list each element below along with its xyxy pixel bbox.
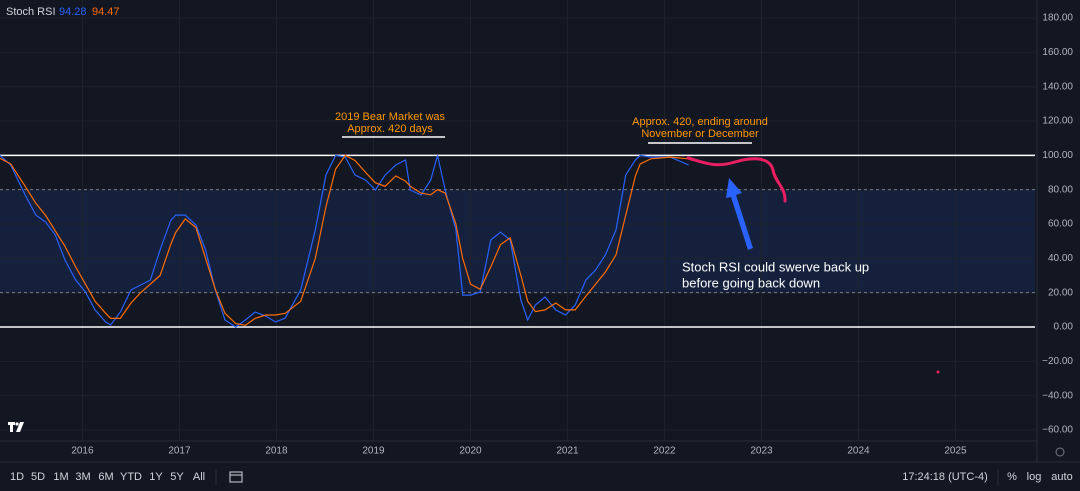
- option-button[interactable]: log: [1027, 471, 1042, 483]
- y-tick-label: 140.00: [1042, 81, 1073, 92]
- settings-icon[interactable]: [1055, 447, 1065, 457]
- range-button[interactable]: 5D: [31, 471, 45, 483]
- x-tick-label: 2021: [556, 446, 579, 457]
- y-tick-label: 20.00: [1048, 287, 1073, 298]
- range-button[interactable]: 6M: [98, 471, 113, 483]
- annotation: Stoch RSI could swerve back up: [682, 259, 869, 274]
- annotation: before going back down: [682, 275, 820, 290]
- option-button[interactable]: %: [1007, 471, 1017, 483]
- range-button[interactable]: All: [193, 471, 205, 483]
- legend-value: 94.28: [59, 6, 87, 18]
- range-button[interactable]: YTD: [120, 471, 142, 483]
- range-button[interactable]: 1Y: [149, 471, 163, 483]
- series-line: [0, 154, 689, 326]
- y-tick-label: 0.00: [1054, 322, 1074, 333]
- y-tick-label: −40.00: [1042, 390, 1073, 401]
- band-fill: [0, 189, 1035, 293]
- x-tick-label: 2018: [265, 446, 288, 457]
- y-tick-label: 100.00: [1042, 150, 1073, 161]
- annotation: Approx. 420 days: [347, 123, 433, 135]
- y-tick-label: −20.00: [1042, 356, 1073, 367]
- y-tick-label: 60.00: [1048, 219, 1073, 230]
- drawing-curve: [686, 156, 787, 203]
- y-tick-label: 40.00: [1048, 253, 1073, 264]
- legend-value: 94.47: [92, 6, 120, 18]
- x-tick-label: 2023: [750, 446, 773, 457]
- legend-title: Stoch RSI: [6, 6, 56, 18]
- x-tick-label: 2022: [653, 446, 676, 457]
- option-button[interactable]: auto: [1051, 471, 1072, 483]
- y-tick-label: 180.00: [1042, 13, 1073, 24]
- range-button[interactable]: 1M: [53, 471, 68, 483]
- range-button[interactable]: 1D: [10, 471, 24, 483]
- range-button[interactable]: 5Y: [170, 471, 184, 483]
- calendar-icon[interactable]: [229, 471, 243, 483]
- grid: [0, 0, 1035, 441]
- x-tick-label: 2025: [944, 446, 967, 457]
- x-tick-label: 2024: [847, 446, 870, 457]
- x-tick-label: 2016: [71, 446, 94, 457]
- clock: 17:24:18 (UTC-4): [902, 471, 988, 483]
- plot: [0, 154, 689, 328]
- x-tick-label: 2019: [362, 446, 385, 457]
- annotation: November or December: [641, 128, 759, 140]
- x-tick-label: 2020: [459, 446, 482, 457]
- range-button[interactable]: 3M: [75, 471, 90, 483]
- logo: [8, 422, 24, 432]
- annotation: Approx. 420, ending around: [632, 116, 768, 128]
- y-tick-label: 120.00: [1042, 116, 1073, 127]
- y-tick-label: 160.00: [1042, 47, 1073, 58]
- x-tick-label: 2017: [168, 446, 191, 457]
- drawing-dot: [936, 370, 940, 374]
- y-tick-label: 80.00: [1048, 184, 1073, 195]
- y-tick-label: −60.00: [1042, 425, 1073, 436]
- drawing-arrow: [726, 178, 753, 250]
- annotation: 2019 Bear Market was: [335, 111, 446, 123]
